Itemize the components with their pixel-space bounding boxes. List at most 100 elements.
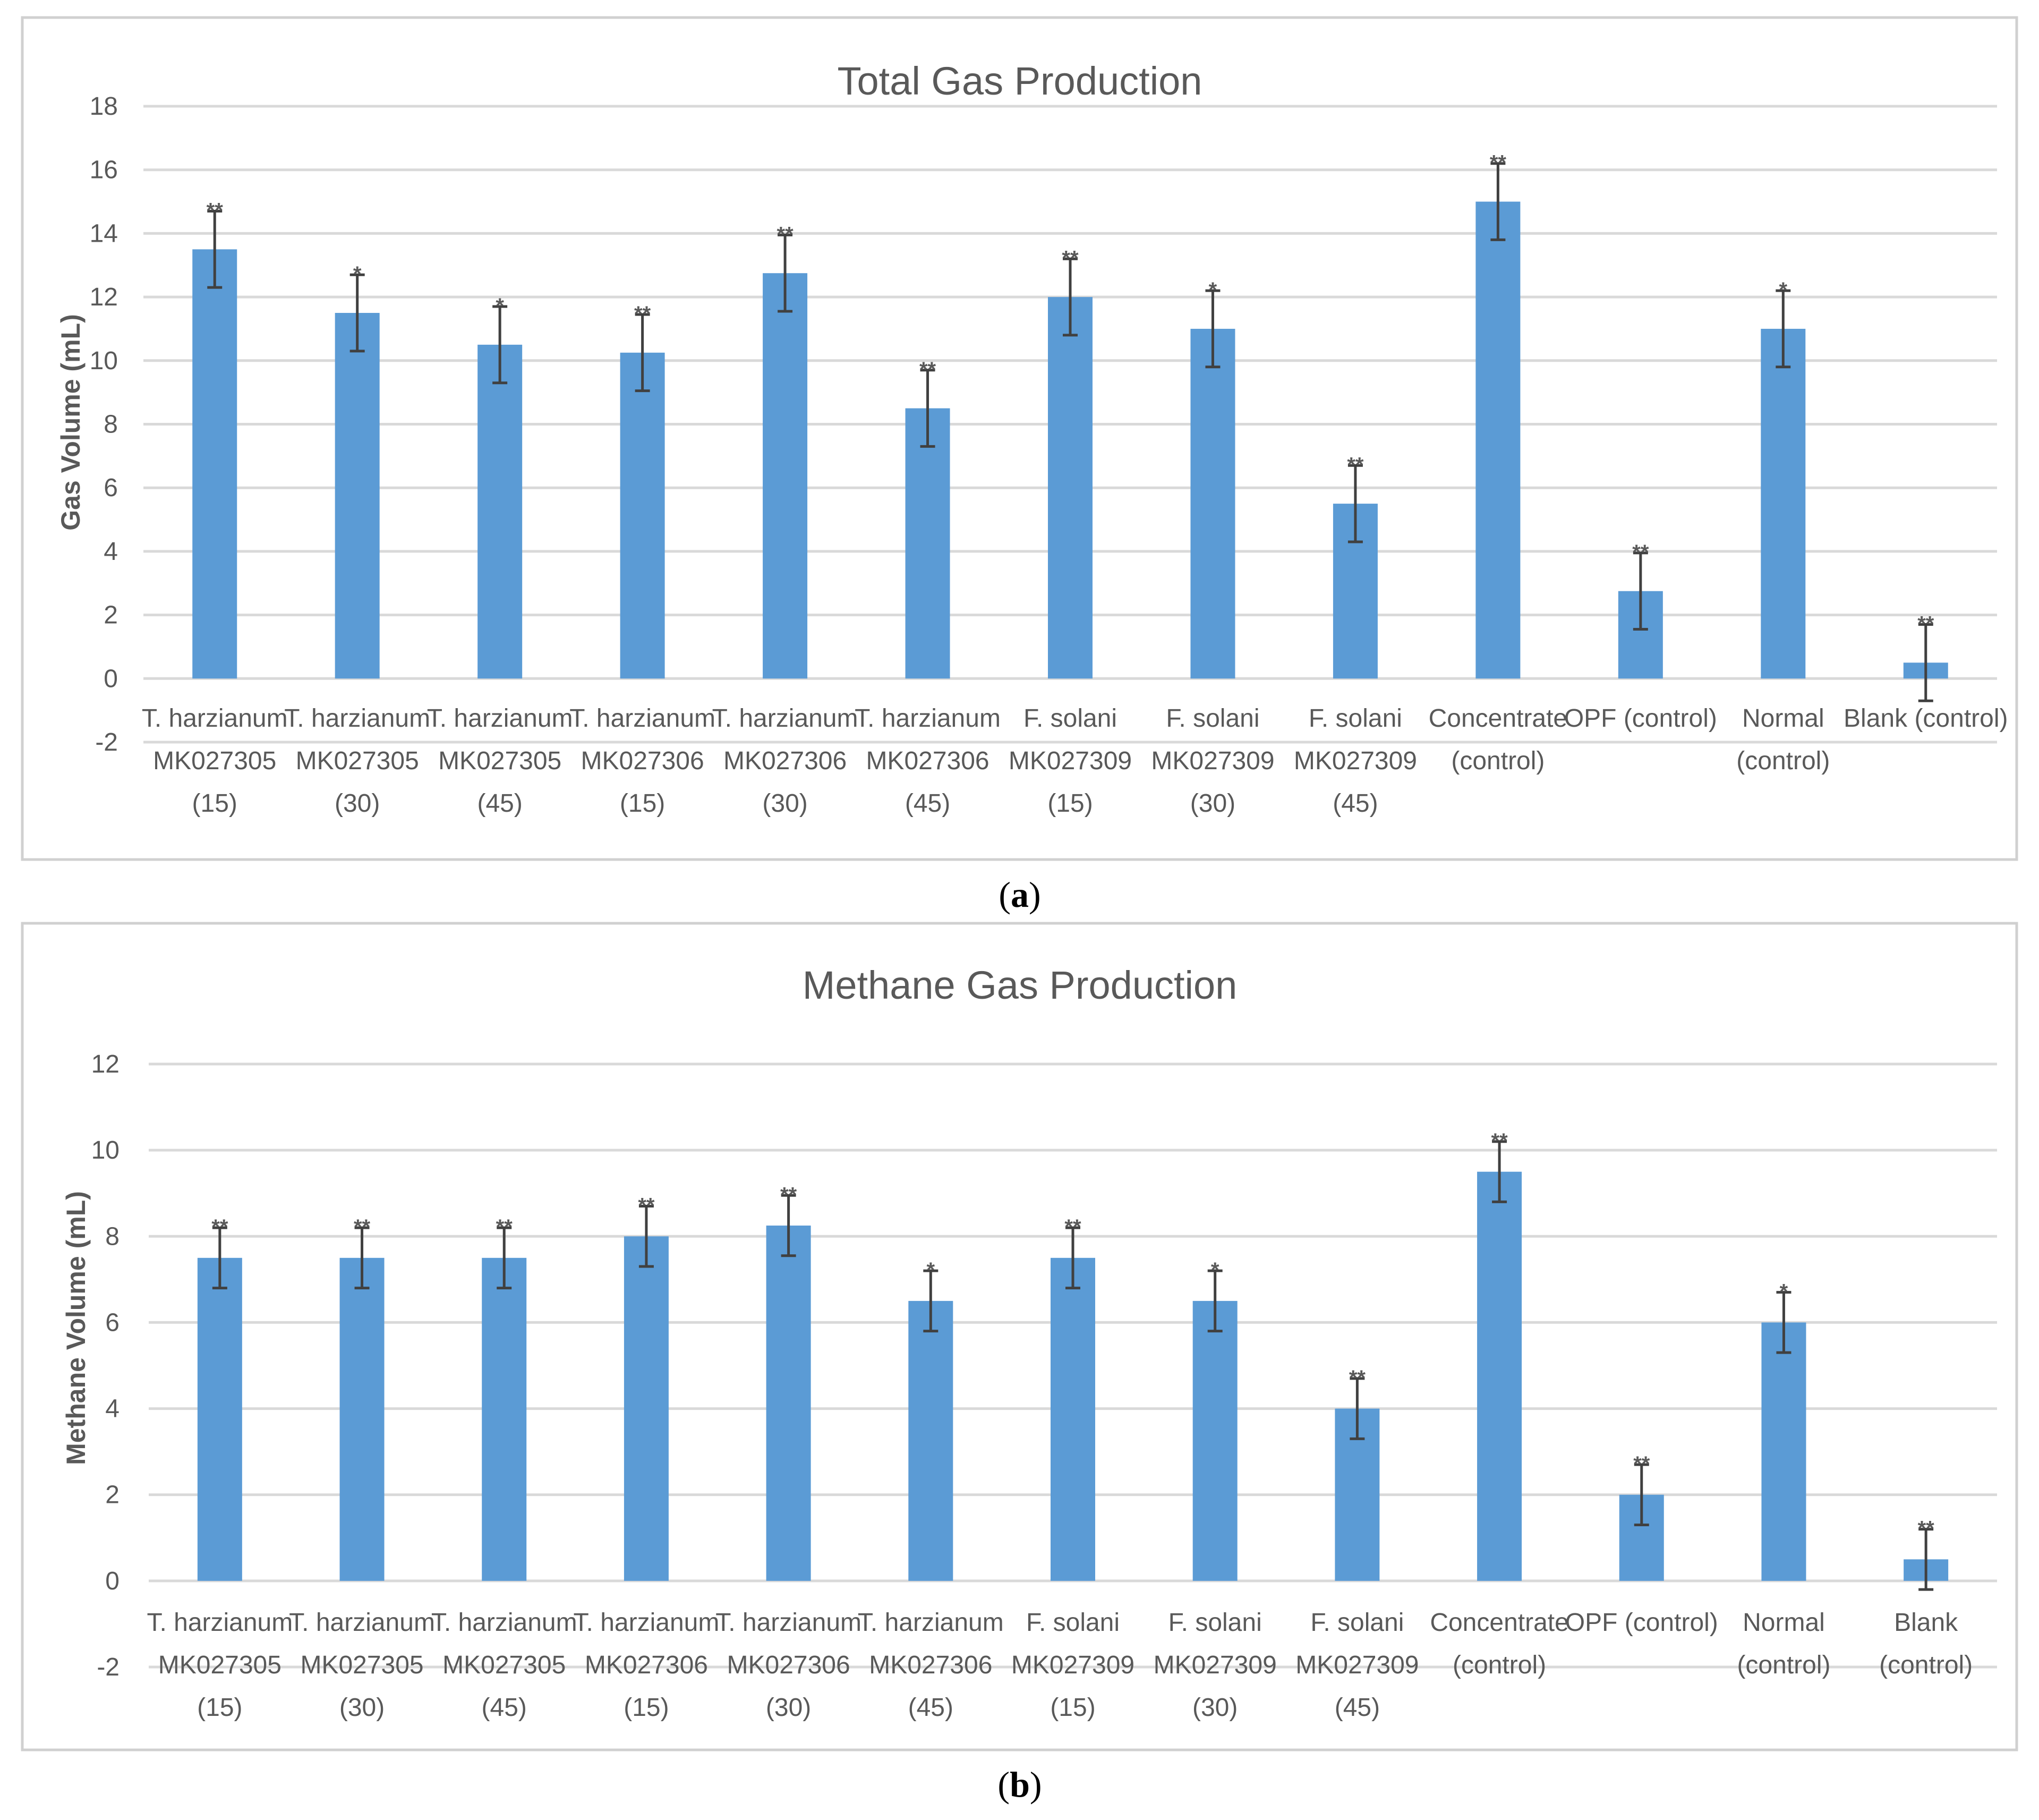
- x-tick-label-line: (45): [482, 1694, 527, 1722]
- x-tick-label: T. harzianum MK027306 (30): [712, 704, 858, 818]
- x-tick-label-line: MK027306: [727, 1651, 850, 1679]
- y-tick-label: 0: [104, 665, 118, 693]
- x-tick-labels: T. harzianum MK027305 (15)T. harzianum MK02…: [147, 1609, 1973, 1722]
- bar: [624, 1236, 669, 1581]
- significance-label: **: [1490, 151, 1507, 175]
- bar: [482, 1257, 527, 1581]
- chart-panel-methane-gas: Methane Gas Production Methane Volume (m…: [21, 922, 2018, 1751]
- x-tick-label-line: MK027305: [442, 1651, 566, 1679]
- x-tick-label-line: (control): [1453, 1651, 1546, 1679]
- y-tick-label: 10: [91, 1136, 120, 1164]
- x-tick-label-line: (45): [1335, 1694, 1380, 1722]
- x-tick-label-line: F. solani: [1310, 1609, 1404, 1637]
- x-tick-label-line: (control): [1737, 1651, 1830, 1679]
- x-tick-label: F. solani MK027309 (15): [1011, 1609, 1134, 1722]
- significance-label: **: [1918, 1517, 1935, 1541]
- chart-frame: [21, 16, 2018, 861]
- chart-panel-total-gas: Total Gas Production Gas Volume (mL) -2 0…: [21, 16, 2018, 861]
- x-tick-label: T. harzianum MK027306 (30): [715, 1609, 861, 1722]
- significance-label: **: [780, 1183, 797, 1206]
- x-tick-label-line: (45): [1333, 789, 1378, 818]
- x-tick-label: Blank (control): [1844, 704, 2008, 733]
- x-tick-label-line: T. harzianum: [712, 704, 858, 733]
- x-tick-label-line: T. harzianum: [284, 704, 430, 733]
- x-tick-label: Blank (control): [1879, 1609, 1973, 1679]
- x-tick-label: T. harzianum MK027305 (30): [284, 704, 430, 818]
- y-tick-label: 2: [104, 601, 118, 630]
- x-tick-label-line: MK027306: [581, 747, 704, 775]
- x-tick-label-line: F. solani: [1023, 704, 1117, 733]
- bar: [620, 352, 665, 679]
- x-tick-label-line: OPF (control): [1564, 704, 1717, 733]
- y-tick-labels: -2 0 2 4 6 8 10 12: [91, 1050, 120, 1681]
- significance-label: *: [353, 262, 362, 286]
- x-tick-label-line: MK027306: [869, 1651, 992, 1679]
- y-tick-label: 2: [105, 1481, 120, 1509]
- x-tick-label-line: T. harzianum: [431, 1609, 577, 1637]
- significance-label: **: [207, 199, 224, 223]
- x-tick-label: OPF (control): [1565, 1609, 1718, 1637]
- significance-label: **: [638, 1194, 655, 1218]
- x-tick-label: T. harzianum MK027306 (15): [569, 704, 715, 818]
- x-tick-label-line: F. solani: [1026, 1609, 1120, 1637]
- x-tick-label-line: MK027309: [1011, 1651, 1134, 1679]
- x-tick-label-line: MK027309: [1009, 747, 1132, 775]
- x-tick-label-line: T. harzianum: [289, 1609, 435, 1637]
- significance-label: *: [1209, 278, 1217, 302]
- x-tick-label-line: MK027309: [1294, 747, 1417, 775]
- x-tick-label-line: MK027305: [300, 1651, 423, 1679]
- y-tick-label: 12: [90, 283, 118, 311]
- x-tick-label-line: (control): [1451, 747, 1545, 775]
- x-tick-label-line: F. solani: [1168, 1609, 1262, 1637]
- x-tick-label-line: (30): [766, 1694, 811, 1722]
- bar: [1761, 328, 1806, 679]
- x-tick-label-line: F. solani: [1166, 704, 1259, 733]
- bar: [766, 1226, 811, 1581]
- significance-label: *: [927, 1258, 935, 1282]
- bar: [905, 408, 950, 679]
- y-tick-label: 12: [91, 1050, 120, 1078]
- x-tick-label-line: MK027309: [1295, 1651, 1419, 1679]
- significance-label: **: [211, 1215, 228, 1239]
- x-tick-label-line: (45): [477, 789, 522, 818]
- x-tick-label: T. harzianum MK027305 (15): [142, 704, 288, 818]
- x-tick-label: T. harzianum MK027305 (45): [427, 704, 573, 818]
- bar: [1192, 1300, 1238, 1581]
- x-tick-label-line: (30): [339, 1694, 385, 1722]
- x-tick-label-line: (15): [197, 1694, 242, 1722]
- x-tick-label-line: (15): [620, 789, 665, 818]
- y-tick-label: -2: [95, 728, 118, 756]
- x-tick-label: F. solani MK027309 (15): [1009, 704, 1132, 818]
- y-tick-label: 18: [90, 92, 118, 121]
- x-tick-label-line: MK027305: [296, 747, 419, 775]
- x-tick-label: F. solani MK027309 (30): [1154, 1609, 1277, 1722]
- x-tick-label-line: Concentrate: [1430, 1609, 1569, 1637]
- x-tick-label-line: (control): [1736, 747, 1830, 775]
- x-tick-label: F. solani MK027309 (30): [1151, 704, 1274, 818]
- bar: [335, 313, 380, 679]
- bar: [1477, 1171, 1522, 1581]
- panel-caption-a: (a): [999, 874, 1040, 915]
- x-tick-label: T. harzianum MK027305 (45): [431, 1609, 577, 1722]
- x-tick-label-line: T. harzianum: [427, 704, 573, 733]
- y-axis-label: Methane Volume (mL): [61, 1191, 91, 1465]
- y-tick-label: 6: [104, 474, 118, 502]
- x-tick-label-line: F. solani: [1309, 704, 1402, 733]
- bar: [197, 1257, 242, 1581]
- x-tick-label-line: (30): [335, 789, 380, 818]
- bar: [477, 344, 523, 679]
- significance-label: **: [496, 1215, 513, 1239]
- significance-label: *: [1211, 1258, 1219, 1282]
- x-tick-label-line: T. harzianum: [855, 704, 1001, 733]
- x-tick-label-line: T. harzianum: [858, 1609, 1004, 1637]
- y-tick-label: 16: [90, 156, 118, 184]
- bars: ** ** **** ***************: [197, 1129, 1949, 1591]
- chart-title: Total Gas Production: [838, 59, 1202, 103]
- y-tick-label: -2: [97, 1653, 120, 1681]
- x-tick-label-line: (control): [1879, 1651, 1973, 1679]
- y-axis-label: Gas Volume (mL): [56, 314, 86, 530]
- significance-label: *: [1780, 1280, 1788, 1304]
- x-tick-label-line: (45): [908, 1694, 953, 1722]
- x-tick-label-line: OPF (control): [1565, 1609, 1718, 1637]
